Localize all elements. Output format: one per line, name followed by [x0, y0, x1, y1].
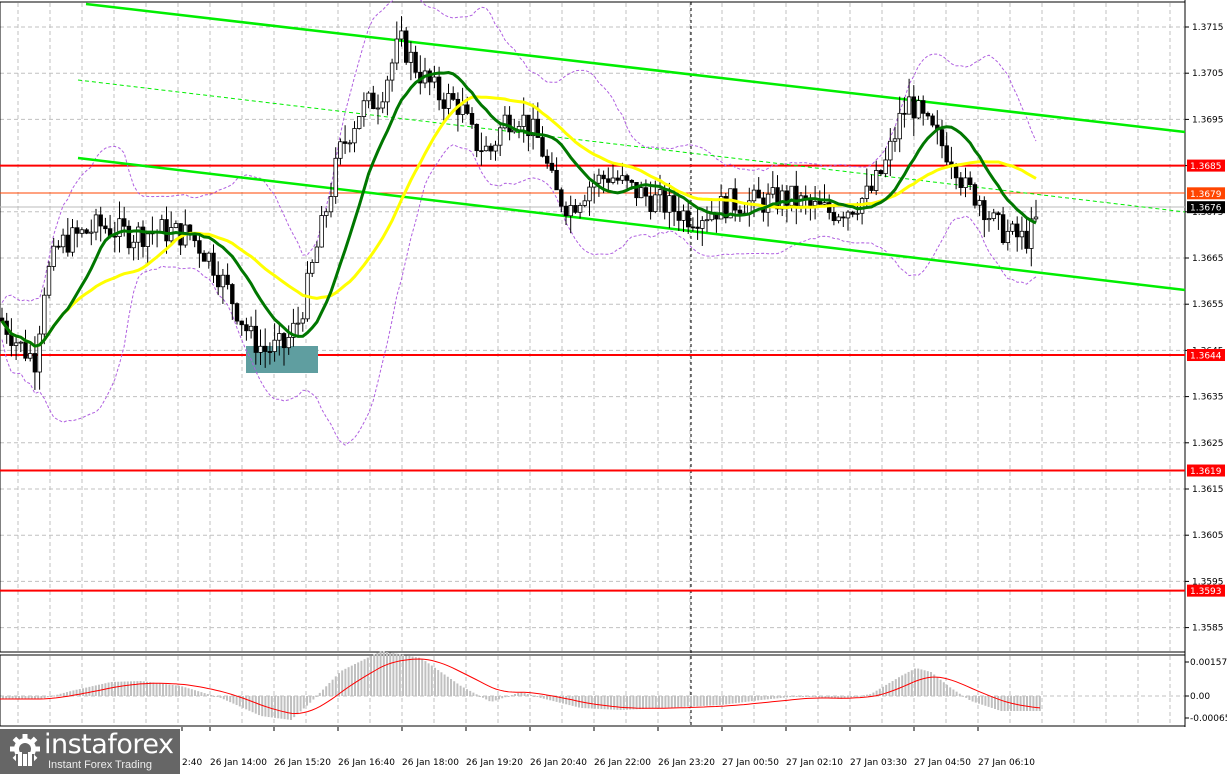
svg-text:1.3676: 1.3676	[1190, 204, 1222, 214]
price-tags: 1.3685 1.3679 1.3676 1.3644 1.3619 1.3593	[1187, 159, 1225, 597]
svg-text:27 Jan 00:50: 27 Jan 00:50	[722, 758, 779, 768]
svg-text:1.3685: 1.3685	[1190, 162, 1222, 172]
svg-text:1.3679: 1.3679	[1190, 190, 1222, 200]
svg-text:0.00157: 0.00157	[1190, 658, 1227, 668]
svg-text:27 Jan 04:50: 27 Jan 04:50	[914, 758, 971, 768]
svg-text:1.3665: 1.3665	[1192, 254, 1224, 264]
moving-averages	[0, 70, 1037, 348]
svg-text:-0.00065: -0.00065	[1190, 714, 1227, 724]
svg-text:1.3644: 1.3644	[1190, 352, 1222, 362]
svg-text:26 Jan 18:00: 26 Jan 18:00	[402, 758, 459, 768]
price-tag	[1187, 464, 1225, 477]
logo-wordmark: instaforex	[44, 729, 174, 760]
svg-text:1.3695: 1.3695	[1192, 115, 1224, 125]
svg-text:2:40: 2:40	[182, 758, 202, 768]
macd-indicator	[0, 651, 1041, 720]
instaforex-logo: instaforex Instant Forex Trading	[0, 729, 180, 774]
svg-text:1.3595: 1.3595	[1192, 577, 1224, 587]
svg-text:27 Jan 06:10: 27 Jan 06:10	[978, 758, 1035, 768]
svg-text:26 Jan 22:00: 26 Jan 22:00	[594, 758, 651, 768]
price-tag	[1187, 201, 1225, 214]
time-axis: 2:40 26 Jan 14:00 26 Jan 15:20 26 Jan 16:40…	[181, 727, 1035, 768]
svg-text:1.3705: 1.3705	[1192, 69, 1224, 79]
svg-text:26 Jan 23:20: 26 Jan 23:20	[658, 758, 715, 768]
svg-text:26 Jan 14:00: 26 Jan 14:00	[210, 758, 267, 768]
svg-text:27 Jan 03:30: 27 Jan 03:30	[850, 758, 907, 768]
price-tag	[1187, 187, 1225, 200]
bollinger-bands	[1, 0, 1037, 446]
svg-text:1.3605: 1.3605	[1192, 531, 1224, 541]
support-resistance-levels	[0, 164, 1185, 592]
svg-text:1.3615: 1.3615	[1192, 485, 1224, 495]
trend-channel	[77, 2, 1186, 292]
svg-text:26 Jan 19:20: 26 Jan 19:20	[466, 758, 523, 768]
svg-text:27 Jan 02:10: 27 Jan 02:10	[786, 758, 843, 768]
price-axis: 1.37151.37051.36951.36851.36751.36651.36…	[1185, 23, 1224, 634]
svg-text:1.3625: 1.3625	[1192, 439, 1224, 449]
svg-text:26 Jan 15:20: 26 Jan 15:20	[274, 758, 331, 768]
price-tag	[1187, 349, 1225, 362]
price-tag	[1187, 584, 1225, 597]
gear-logo-icon	[10, 734, 40, 768]
svg-text:1.3715: 1.3715	[1192, 23, 1224, 33]
svg-text:1.3593: 1.3593	[1190, 587, 1222, 597]
logo-tagline: Instant Forex Trading	[48, 759, 152, 771]
svg-text:1.3619: 1.3619	[1190, 467, 1222, 477]
svg-text:1.3655: 1.3655	[1192, 300, 1224, 310]
svg-text:26 Jan 16:40: 26 Jan 16:40	[338, 758, 395, 768]
svg-text:1.3635: 1.3635	[1192, 393, 1224, 403]
svg-text:26 Jan 20:40: 26 Jan 20:40	[530, 758, 587, 768]
macd-axis: 0.00157 0.00 -0.00065	[1185, 658, 1227, 724]
svg-text:1.3585: 1.3585	[1192, 624, 1224, 634]
price-tag	[1187, 159, 1225, 172]
svg-text:0.00: 0.00	[1190, 692, 1210, 702]
